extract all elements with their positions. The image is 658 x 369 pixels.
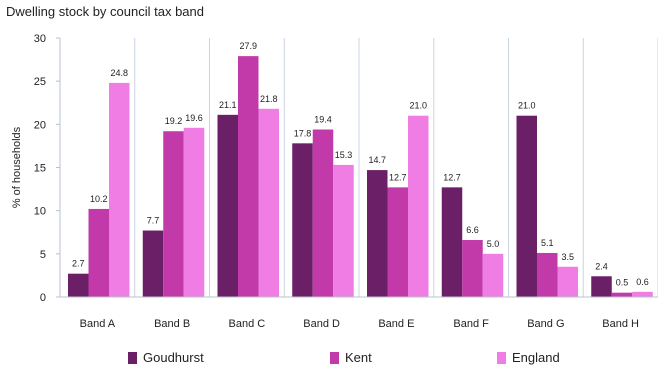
bar-england-band-a: [109, 82, 130, 297]
axis-layer: 0 5 10 15 20 25 30 % of households Band A Band B B…: [11, 33, 658, 330]
x-tick-label: Band E: [378, 318, 414, 330]
data-label: 5.0: [487, 239, 500, 249]
y-tick-label: 25: [34, 76, 46, 88]
legend-swatch: [128, 352, 137, 364]
bar-england-band-f: [482, 253, 504, 297]
data-label: 21.8: [260, 94, 278, 104]
x-tick-label: Band B: [154, 318, 190, 330]
bar-goudhurst-band-e: [367, 170, 388, 297]
data-label: 17.8: [294, 128, 312, 138]
bar-england-band-c: [258, 108, 279, 297]
legend-label: Kent: [345, 350, 372, 365]
legend-label: England: [512, 350, 560, 365]
data-label: 12.7: [389, 172, 407, 182]
data-label: 24.8: [110, 68, 128, 78]
x-tick-label: Band A: [80, 318, 116, 330]
bar-kent-band-f: [462, 240, 483, 297]
x-tick-label: Band D: [303, 318, 340, 330]
bar-goudhurst-band-f: [441, 187, 463, 297]
bar-kent-band-b: [163, 131, 184, 297]
data-label: 6.6: [466, 225, 479, 235]
y-tick-label: 10: [34, 206, 46, 218]
data-label: 21.0: [409, 101, 427, 111]
y-tick-label: 20: [34, 119, 46, 131]
data-label: 21.0: [518, 101, 536, 111]
data-label: 19.2: [165, 116, 183, 126]
bar-england-band-e: [408, 115, 429, 297]
legend-swatch: [330, 352, 339, 364]
bar-england-band-h: [632, 291, 653, 297]
y-tick-label: 5: [40, 249, 46, 261]
bar-england-band-g: [557, 266, 578, 297]
bar-goudhurst-band-b: [142, 230, 164, 297]
data-label: 2.4: [595, 261, 608, 271]
data-label: 0.6: [636, 277, 649, 287]
data-label: 15.3: [335, 150, 353, 160]
data-label: 19.4: [314, 115, 332, 125]
chart-title: Dwelling stock by council tax band: [6, 4, 204, 19]
data-label: 7.7: [147, 216, 160, 226]
bar-kent-band-d: [312, 129, 334, 297]
legend-swatch: [497, 352, 506, 364]
y-tick-label: 30: [34, 33, 46, 45]
data-label: 2.7: [72, 259, 85, 269]
data-label: 0.5: [616, 278, 629, 288]
bar-goudhurst-band-g: [516, 115, 537, 297]
legend-label: Goudhurst: [143, 350, 204, 365]
x-tick-label: Band G: [527, 318, 564, 330]
bar-goudhurst-band-h: [591, 276, 612, 297]
bar-kent-band-e: [387, 187, 408, 297]
x-tick-label: Band H: [602, 318, 639, 330]
bar-kent-band-g: [537, 252, 558, 297]
legend: Goudhurst Kent England: [128, 350, 560, 365]
bar-kent-band-c: [238, 56, 259, 297]
data-label: 12.7: [443, 172, 461, 182]
data-label: 21.1: [219, 100, 237, 110]
bar-goudhurst-band-c: [217, 114, 238, 297]
bar-goudhurst-band-a: [68, 273, 89, 297]
bar-kent-band-a: [88, 208, 109, 297]
data-label: 14.7: [368, 155, 386, 165]
x-tick-label: Band F: [453, 318, 489, 330]
y-tick-label: 15: [34, 163, 46, 175]
bar-kent-band-h: [611, 292, 633, 297]
bar-england-band-d: [333, 164, 354, 297]
data-label: 19.6: [185, 113, 203, 123]
data-label: 5.1: [541, 238, 554, 248]
bars-layer: [68, 56, 653, 297]
data-label: 27.9: [239, 41, 257, 51]
x-tick-label: Band C: [229, 318, 266, 330]
data-labels-layer: 2.77.721.117.814.712.721.02.410.219.227.…: [72, 41, 649, 288]
y-tick-label: 0: [40, 292, 46, 304]
data-label: 10.2: [90, 194, 108, 204]
bar-goudhurst-band-d: [292, 143, 313, 297]
data-label: 3.5: [561, 252, 574, 262]
bar-england-band-b: [183, 127, 205, 297]
y-axis-title: % of households: [11, 126, 23, 208]
